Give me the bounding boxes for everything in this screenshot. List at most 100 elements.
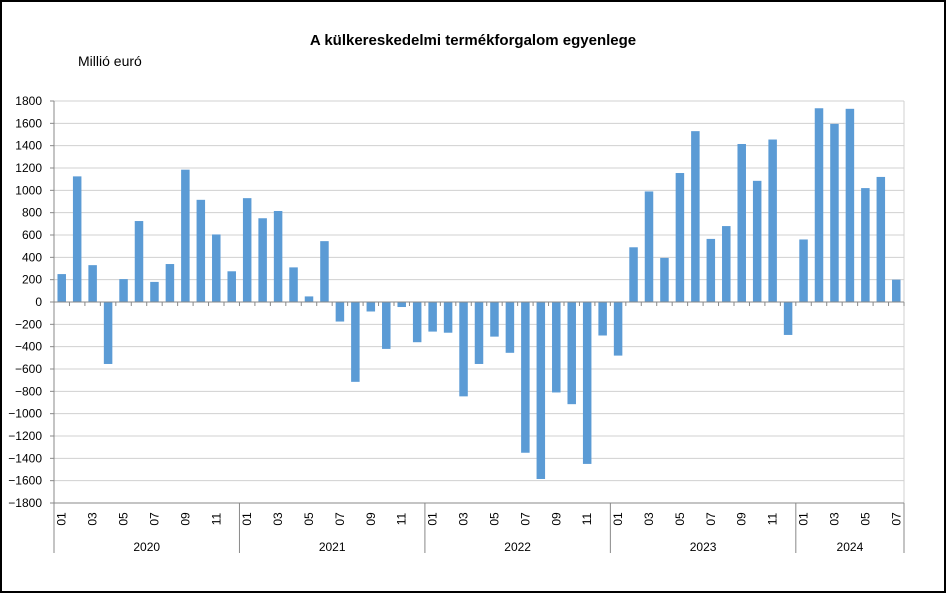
bar: [335, 302, 345, 322]
y-tick-label: 1600: [15, 116, 42, 130]
bar: [351, 302, 360, 382]
bar: [752, 180, 762, 302]
y-tick-label: 1800: [15, 94, 42, 108]
x-tick-label: 01: [426, 512, 440, 526]
x-tick-label: 11: [580, 512, 594, 525]
x-tick-label: 05: [487, 512, 501, 526]
x-tick-label: 07: [889, 512, 903, 526]
y-tick-label: 600: [22, 228, 42, 242]
bar: [428, 302, 437, 332]
year-label: 2024: [837, 540, 864, 554]
bar: [227, 271, 236, 302]
x-tick-label: 05: [117, 512, 131, 526]
bar: [88, 265, 97, 302]
bar: [629, 247, 638, 302]
bar: [72, 176, 82, 302]
x-tick-label: 07: [333, 512, 347, 526]
bar: [783, 302, 793, 335]
year-label: 2020: [133, 540, 160, 554]
bar: [459, 302, 468, 397]
bars: [57, 108, 901, 479]
bar: [150, 281, 159, 302]
chart-title: A külkereskedelmi termékforgalom egyenle…: [309, 32, 637, 49]
x-tick-label: 09: [549, 512, 563, 526]
axis-labels: 1800 1600 1400 1200 1000 800 600 400 200 0 −200 −40…: [8, 94, 903, 554]
bar: [366, 302, 376, 312]
x-tick-label: 03: [271, 512, 285, 526]
x-tick-label: 11: [209, 512, 223, 525]
x-tick-label: 07: [147, 512, 161, 526]
x-tick-label: 11: [766, 512, 780, 525]
y-tick-label: −1400: [8, 451, 42, 465]
bar: [582, 302, 592, 464]
bar: [799, 239, 808, 302]
y-tick-label: −1800: [8, 496, 42, 510]
y-tick-label: 1400: [15, 139, 42, 153]
bar: [103, 302, 113, 364]
year-label: 2022: [504, 540, 531, 554]
bar: [505, 302, 515, 353]
x-tick-label: 07: [704, 512, 718, 526]
x-tick-label: 05: [302, 512, 316, 526]
bar: [644, 191, 654, 302]
bar: [289, 267, 298, 302]
bar: [675, 173, 685, 302]
bar: [613, 302, 623, 356]
bar: [861, 188, 870, 302]
bar: [443, 302, 453, 333]
bar: [412, 302, 422, 343]
y-tick-label: 800: [22, 206, 42, 220]
y-tick-label: −1200: [8, 429, 42, 443]
bar: [134, 221, 144, 302]
x-tick-label: 09: [178, 512, 192, 526]
x-tick-label: 03: [86, 512, 100, 526]
year-label: 2023: [690, 540, 717, 554]
bar: [567, 302, 576, 405]
x-tick-label: 01: [611, 512, 625, 526]
bar: [320, 241, 329, 302]
x-tick-label: 05: [673, 512, 687, 526]
bar: [814, 108, 824, 302]
bar: [598, 302, 607, 336]
x-tick-label: 01: [55, 512, 69, 526]
bar: [258, 218, 267, 302]
y-tick-label: −1600: [8, 474, 42, 488]
bar: [722, 226, 731, 302]
x-tick-label: 09: [735, 512, 749, 526]
year-label: 2021: [319, 540, 346, 554]
bar: [242, 198, 252, 302]
bar: [212, 234, 221, 302]
bar: [830, 123, 839, 303]
bar: [768, 139, 777, 302]
y-tick-label: 200: [22, 273, 42, 287]
x-tick-label: 05: [858, 512, 872, 526]
bar: [382, 302, 391, 349]
x-tick-label: 01: [240, 512, 254, 526]
bar: [660, 257, 669, 302]
y-tick-label: −800: [15, 384, 42, 398]
x-tick-label: 09: [364, 512, 378, 526]
y-tick-label: −200: [15, 317, 42, 331]
bar: [691, 131, 700, 302]
bar: [892, 279, 901, 302]
bar: [552, 302, 561, 393]
x-tick-label: 03: [827, 512, 841, 526]
x-tick-label: 03: [642, 512, 656, 526]
y-tick-label: −1000: [8, 407, 42, 421]
x-tick-label: 03: [457, 512, 471, 526]
bar: [397, 302, 406, 308]
bar: [57, 274, 66, 302]
x-tick-label: 11: [395, 512, 409, 525]
bar: [521, 302, 530, 453]
y-tick-label: 1000: [15, 183, 42, 197]
y-tick-label: 1200: [15, 161, 42, 175]
bar: [181, 169, 190, 302]
bar: [536, 302, 546, 479]
bar: [304, 296, 314, 302]
x-tick-label: 01: [797, 512, 811, 526]
bar: [165, 264, 175, 302]
bar: [490, 302, 499, 337]
bar: [273, 210, 283, 302]
bar: [474, 302, 484, 364]
